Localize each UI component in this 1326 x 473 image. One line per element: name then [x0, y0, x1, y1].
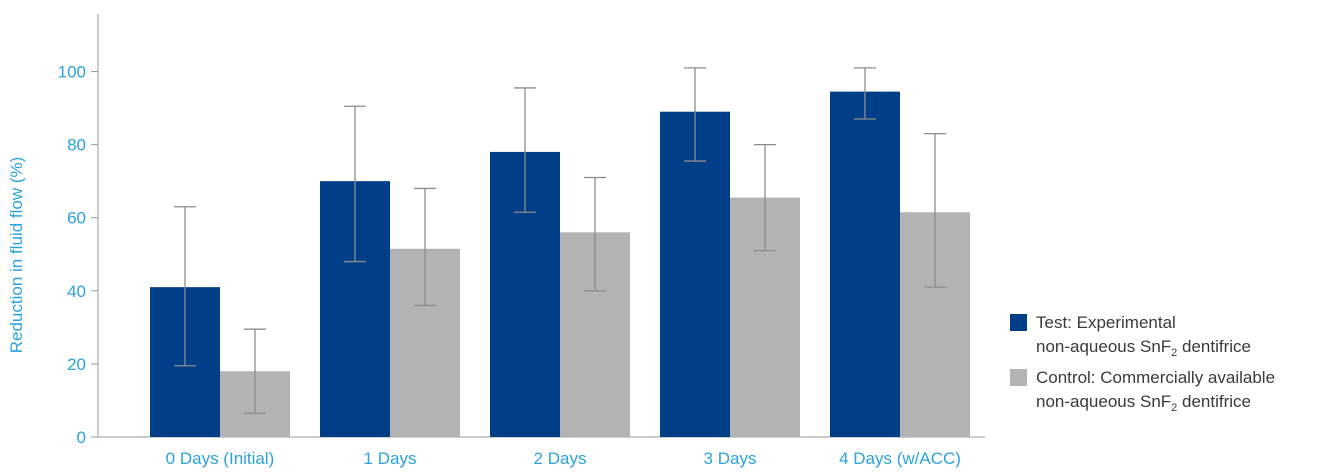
bar-test	[660, 111, 730, 437]
x-tick-labels: 0 Days (Initial) 1 Days 2 Days 3 Days 4 Days…	[166, 449, 961, 468]
legend-swatch-test	[1010, 314, 1027, 331]
x-tick-label: 2 Days	[534, 449, 587, 468]
bars	[150, 91, 970, 437]
legend-label-line1: Test: Experimental	[1036, 313, 1176, 332]
legend-label-line2: non-aqueous SnF2 dentifrice	[1036, 392, 1251, 414]
y-tick-label: 0	[77, 428, 86, 447]
x-tick-label: 3 Days	[704, 449, 757, 468]
y-tick-label: 20	[67, 355, 86, 374]
x-tick-label: 0 Days (Initial)	[166, 449, 275, 468]
y-axis-title: Reduction in fluid flow (%)	[7, 157, 26, 354]
legend-swatch-control	[1010, 369, 1027, 386]
y-tick-label: 100	[58, 63, 86, 82]
legend: Test: Experimental non-aqueous SnF2 denti…	[1010, 313, 1275, 414]
y-tick-label: 40	[67, 282, 86, 301]
legend-label-line2: non-aqueous SnF2 dentifrice	[1036, 337, 1251, 359]
x-tick-label: 1 Days	[364, 449, 417, 468]
x-tick-label: 4 Days (w/ACC)	[839, 449, 961, 468]
legend-label-line1: Control: Commercially available	[1036, 368, 1275, 387]
y-tick-label: 80	[67, 136, 86, 155]
y-tick-label: 60	[67, 209, 86, 228]
bar-test	[830, 91, 900, 437]
error-bars	[174, 67, 946, 414]
y-tick-labels: 0 20 40 60 80 100	[58, 63, 86, 448]
